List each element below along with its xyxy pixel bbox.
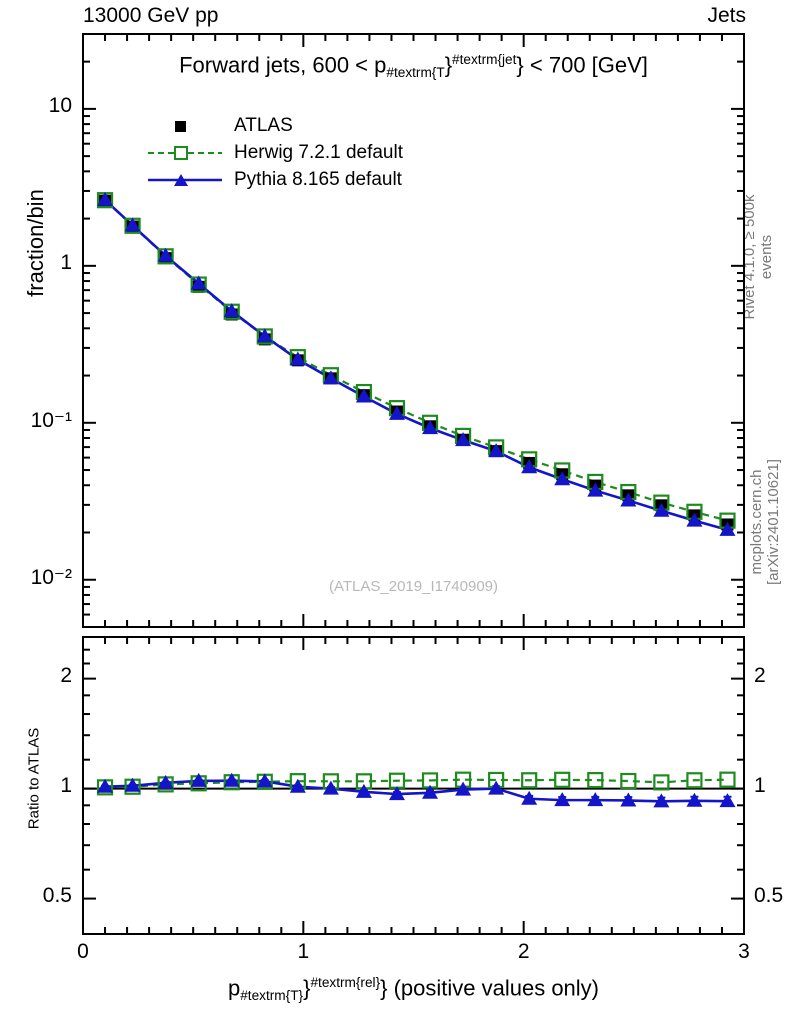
marker-pythia <box>587 792 604 807</box>
marker-herwig <box>686 772 703 789</box>
marker-pythia <box>256 328 273 343</box>
marker-pythia <box>157 247 174 262</box>
x-title-sup: #textrm{rel} <box>310 975 381 990</box>
main-panel-frame <box>82 33 745 628</box>
x-tick-label-3: 3 <box>738 940 750 963</box>
legend-label-herwig: Herwig 7.2.1 default <box>234 141 403 163</box>
marker-pythia <box>190 275 207 290</box>
marker-pythia <box>322 780 339 795</box>
marker-herwig <box>620 772 637 790</box>
marker-pythia <box>488 443 505 458</box>
pythia-ratio-line <box>104 779 728 803</box>
x-tick-label-1: 1 <box>297 940 310 963</box>
marker-herwig <box>521 772 538 789</box>
marker-pythia <box>455 781 472 796</box>
marker-pythia <box>719 521 736 536</box>
marker-pythia <box>355 783 372 798</box>
y-tick-label-2: 10⁻¹ <box>30 408 72 432</box>
legend: ATLAS Herwig 7.2.1 default Pythia 8.165 … <box>148 112 403 193</box>
marker-herwig <box>653 774 670 791</box>
marker-pythia <box>686 512 703 527</box>
marker-pythia <box>124 217 141 232</box>
y-tick-label-0: 10 <box>48 93 72 117</box>
ratio-tick-label-left-1: 1 <box>60 773 72 797</box>
analysis-watermark: (ATLAS_2019_I1740909) <box>328 578 498 595</box>
legend-label-pythia: Pythia 8.165 default <box>234 168 402 190</box>
plot-title-brace1: } <box>444 52 453 78</box>
marker-herwig <box>719 771 736 788</box>
legend-entry-atlas[interactable]: ATLAS <box>148 112 403 139</box>
y-tick-label-1: 1 <box>60 250 72 274</box>
x-title-brace: } <box>303 975 311 1001</box>
marker-pythia <box>223 772 240 787</box>
plot-title-main: Forward jets, 600 < p <box>179 52 387 78</box>
marker-pythia <box>554 471 571 486</box>
plot-title-sub: #textrm{T <box>386 65 445 81</box>
ratio-tick-label-right-0: 2 <box>754 663 766 687</box>
x-title-p: p <box>227 975 241 1001</box>
marker-pythia <box>686 792 703 807</box>
marker-pythia <box>157 774 174 789</box>
y-tick-label-3: 10⁻² <box>30 565 72 589</box>
marker-pythia <box>97 191 114 206</box>
marker-pythia <box>719 793 736 808</box>
marker-pythia <box>289 778 306 793</box>
pythia-main-line <box>104 198 728 532</box>
marker-herwig <box>587 772 604 789</box>
marker-pythia <box>388 786 405 801</box>
legend-key-herwig <box>148 143 222 163</box>
marker-pythia <box>322 370 339 385</box>
x-tick-label-2: 2 <box>517 940 530 963</box>
marker-pythia <box>620 492 637 507</box>
marker-pythia <box>355 388 372 403</box>
legend-entry-pythia[interactable]: Pythia 8.165 default <box>148 166 403 193</box>
marker-pythia <box>521 790 538 805</box>
legend-label-atlas: ATLAS <box>234 114 293 136</box>
legend-key-pythia <box>148 170 222 190</box>
header-collision-energy: 13000 GeV pp <box>83 4 219 27</box>
ratio-tick-label-left-2: 0.5 <box>42 883 72 907</box>
x-axis-title: p#textrm{T}}#textrm{rel}} (positive valu… <box>83 975 744 1003</box>
marker-pythia <box>554 792 571 807</box>
x-title-tail: } (positive values only) <box>380 975 600 1001</box>
herwig-main-line <box>104 199 728 522</box>
ratio-tick-label-right-2: 0.5 <box>754 883 784 907</box>
marker-pythia <box>124 777 141 792</box>
header-category: Jets <box>707 4 746 27</box>
plot-title-tail: } < 700 [GeV] <box>516 52 648 78</box>
marker-pythia <box>653 502 670 517</box>
ratio-tick-label-left-0: 2 <box>60 663 72 687</box>
marker-pythia <box>422 420 439 435</box>
marker-pythia <box>422 784 439 799</box>
plot-title: Forward jets, 600 < p#textrm{T}#textrm{j… <box>83 52 744 80</box>
marker-pythia <box>97 778 114 793</box>
marker-pythia <box>620 792 637 807</box>
marker-pythia <box>587 482 604 497</box>
x-title-sub: #textrm{T} <box>240 988 304 1004</box>
marker-pythia <box>289 351 306 366</box>
marker-pythia <box>488 780 505 795</box>
marker-pythia <box>190 772 207 787</box>
legend-key-atlas <box>148 116 222 136</box>
marker-pythia <box>223 303 240 318</box>
ratio-tick-label-right-1: 1 <box>754 773 766 797</box>
marker-pythia <box>388 405 405 420</box>
ratio-panel-frame <box>82 636 745 935</box>
plot-title-sup: #textrm{jet <box>452 52 517 67</box>
x-tick-label-0: 0 <box>77 940 89 963</box>
legend-entry-herwig[interactable]: Herwig 7.2.1 default <box>148 139 403 166</box>
marker-pythia <box>256 773 273 788</box>
marker-herwig <box>554 771 571 788</box>
marker-pythia <box>455 432 472 447</box>
marker-pythia <box>521 459 538 474</box>
marker-pythia <box>653 793 670 808</box>
